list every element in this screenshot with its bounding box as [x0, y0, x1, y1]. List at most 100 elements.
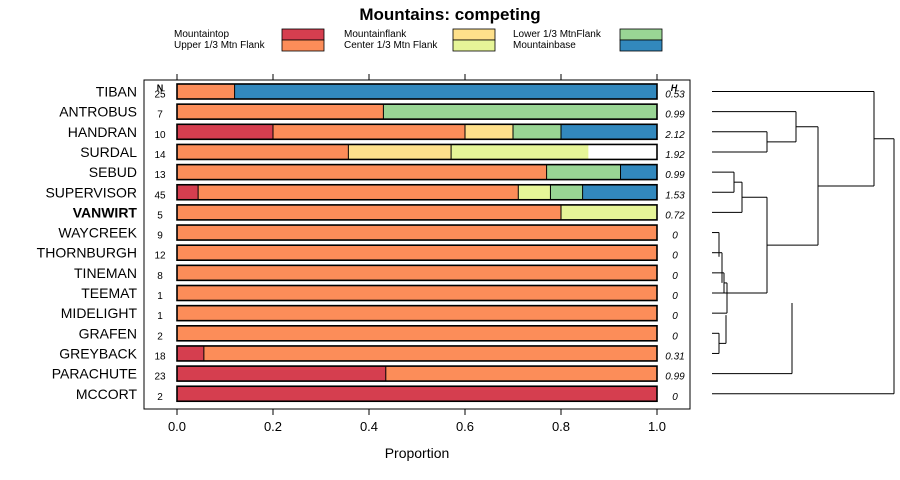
h-value: 2.12: [664, 130, 685, 141]
h-value: 0.99: [665, 372, 685, 383]
bar-segment: [177, 265, 657, 281]
x-tick-label: 0.8: [552, 419, 570, 434]
bar-segment: [550, 184, 583, 200]
row-label: PARACHUTE: [52, 366, 137, 382]
bar-outline: [176, 244, 658, 261]
n-value: 5: [157, 210, 163, 221]
n-value: 23: [154, 372, 166, 383]
legend-label: Mountainflank: [344, 29, 407, 40]
n-value: 7: [157, 110, 163, 121]
n-value: 8: [157, 271, 163, 282]
x-axis-title: Proportion: [385, 445, 450, 461]
bar-segment: [177, 204, 561, 220]
h-values: 0.53 0.99 2.12 1.92 0.99 1.53 0.72 0 0 0 0 0 0 0.31 0.…: [664, 90, 685, 403]
h-value: 0.72: [665, 210, 685, 221]
bar-segment: [451, 144, 589, 160]
plot-frame: [143, 79, 691, 410]
n-value: 14: [154, 150, 166, 161]
n-value: 2: [157, 331, 163, 342]
bar-segment: [546, 164, 621, 180]
n-value: 2: [157, 392, 163, 403]
h-value: 0: [672, 291, 678, 302]
row-label: SURDAL: [80, 144, 137, 160]
h-value: 0: [672, 331, 678, 342]
legend-swatch: [619, 28, 663, 41]
bar-segment: [348, 144, 452, 160]
n-value: 13: [154, 170, 166, 181]
bar-segment: [513, 124, 561, 140]
bar-segment: [177, 124, 273, 140]
legend-label: Center 1/3 Mtn Flank: [344, 40, 438, 51]
h-value: 0: [672, 392, 678, 403]
bar-outline: [176, 224, 658, 241]
bar-outline: [176, 345, 658, 362]
bar-segment: [177, 325, 657, 341]
row-label: SUPERVISOR: [45, 184, 137, 200]
dendrogram: [712, 91, 895, 395]
n-value: 1: [157, 311, 163, 322]
x-tick-label: 0.4: [360, 419, 378, 434]
row-labels: TIBAN ANTROBUS HANDRAN SURDAL SEBUD SUPERVISO…: [37, 84, 138, 402]
bar-segment: [582, 184, 657, 200]
n-value: 45: [154, 190, 166, 201]
n-value: 10: [154, 130, 166, 141]
bar-outline: [176, 123, 658, 141]
row-label: MIDELIGHT: [61, 305, 138, 321]
row-label: TIBAN: [96, 84, 137, 100]
bars: [176, 83, 658, 403]
chart-title: Mountains: competing: [359, 5, 540, 24]
bar-outline: [176, 103, 658, 120]
row-label: TEEMAT: [81, 285, 137, 301]
bar-segment: [177, 386, 657, 402]
bar-segment: [561, 204, 657, 220]
row-label: VANWIRT: [73, 204, 138, 220]
n-value: 18: [154, 351, 166, 362]
bar-segment: [177, 104, 384, 120]
n-value: 12: [154, 251, 166, 262]
bar-segment: [177, 305, 657, 321]
bar-outline: [176, 204, 658, 221]
bar-segment: [383, 104, 657, 120]
bar-segment: [177, 164, 547, 180]
axis-ticks: 0.0 0.2 0.4 0.6 0.8 1.0: [168, 74, 666, 434]
h-value: 0: [672, 311, 678, 322]
bar-outline: [176, 304, 658, 322]
h-value: 0.99: [665, 170, 685, 181]
bar-outline: [176, 163, 658, 181]
x-tick-label: 0.6: [456, 419, 474, 434]
row-label: GREYBACK: [59, 345, 137, 361]
legend-swatch: [452, 39, 496, 52]
h-value: 0.99: [665, 110, 685, 121]
row-label: ANTROBUS: [59, 104, 137, 120]
bar-segment: [273, 124, 465, 140]
legend-swatch: [452, 28, 496, 41]
bar-segment: [177, 345, 204, 361]
bar-segment: [385, 366, 657, 382]
h-value: 0: [672, 231, 678, 242]
legend-label: Lower 1/3 MtnFlank: [513, 29, 602, 40]
row-label: GRAFEN: [79, 325, 137, 341]
row-label: HANDRAN: [68, 124, 137, 140]
row-label: THORNBURGH: [37, 245, 137, 261]
bar-segment: [177, 366, 386, 382]
bar-segment: [203, 345, 657, 361]
n-value: 1: [157, 291, 163, 302]
n-value: 9: [157, 231, 163, 242]
bar-segment: [234, 84, 657, 99]
bar-outline: [176, 183, 658, 201]
bar-segment: [561, 124, 657, 140]
bar-segment: [620, 164, 657, 180]
h-value: 1.92: [665, 150, 685, 161]
bar-segment: [177, 245, 657, 261]
h-value: 0.31: [665, 351, 684, 362]
bar-outline: [176, 264, 658, 282]
x-tick-label: 1.0: [648, 419, 666, 434]
x-tick-label: 0.2: [264, 419, 282, 434]
bar-outline: [176, 143, 658, 161]
bar-segment: [465, 124, 513, 140]
bar-outline: [176, 365, 658, 382]
row-label: TINEMAN: [74, 265, 137, 281]
x-tick-label: 0.0: [168, 419, 186, 434]
